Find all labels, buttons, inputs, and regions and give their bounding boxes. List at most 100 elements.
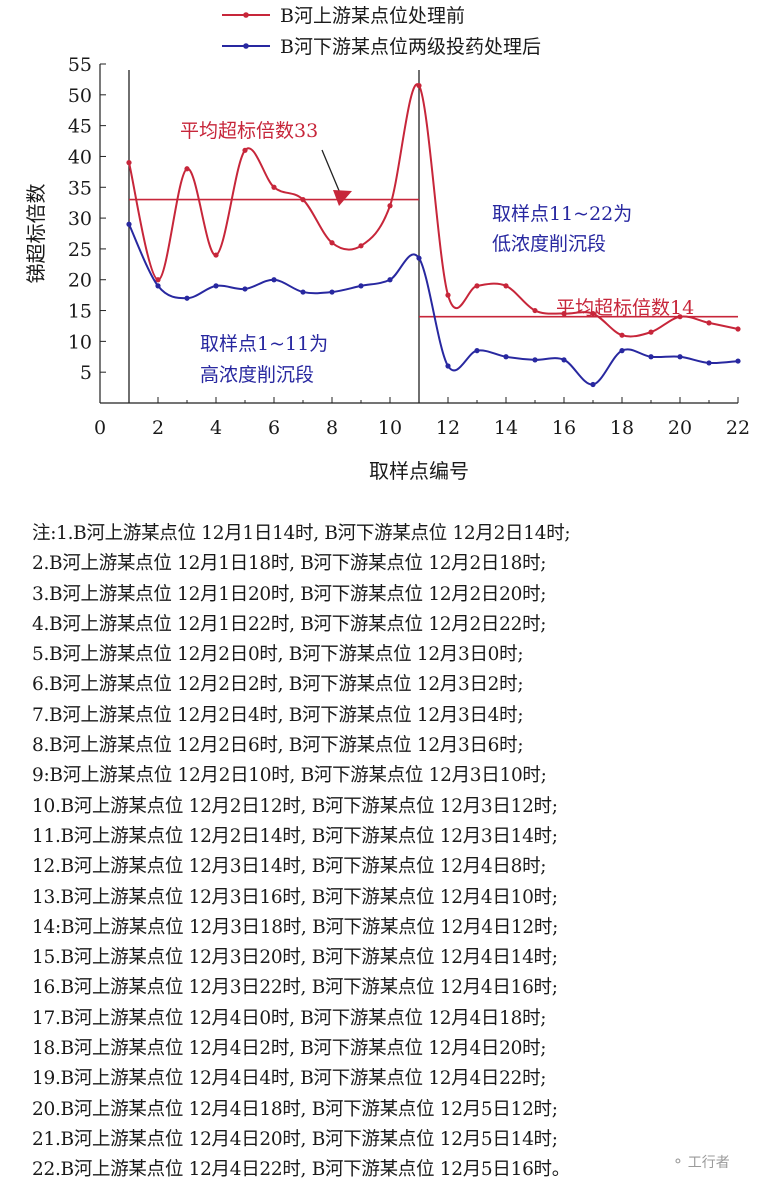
avg-low-label: 平均超标倍数14	[556, 297, 694, 319]
data-point	[329, 240, 335, 246]
note-line: 18.B河上游某点位 12月4日2时, B河下游某点位 12月4日20时;	[32, 1038, 547, 1060]
avg-high-label: 平均超标倍数33	[180, 120, 318, 142]
y-tick-label: 30	[68, 208, 92, 230]
data-point	[648, 354, 654, 360]
y-tick-label: 45	[68, 116, 92, 138]
note-line: 14:B河上游某点位 12月3日18时, B河下游某点位 12月4日12时;	[32, 916, 559, 938]
series-group	[126, 82, 741, 388]
data-point	[242, 286, 248, 292]
data-point	[648, 329, 654, 335]
legend-marker	[243, 12, 249, 18]
note-line: 5.B河上游某点位 12月2日0时, B河下游某点位 12月3日0时;	[32, 644, 524, 666]
note-line: 2.B河上游某点位 12月1日18时, B河下游某点位 12月2日18时;	[32, 553, 547, 575]
data-point	[590, 311, 596, 317]
series-line-2	[128, 223, 739, 386]
x-tick-label: 4	[210, 417, 222, 439]
x-tick-label: 6	[268, 417, 280, 439]
y-tick-label: 15	[68, 301, 92, 323]
x-tick-label: 10	[378, 417, 402, 439]
data-point	[677, 314, 683, 320]
data-point	[242, 147, 248, 153]
data-point	[126, 221, 132, 227]
note-line: 15.B河上游某点位 12月3日20时, B河下游某点位 12月4日14时;	[32, 947, 558, 969]
data-point	[706, 360, 712, 366]
data-point	[387, 203, 393, 209]
x-tick-label: 20	[668, 417, 692, 439]
watermark: ⚬ 工行者	[672, 1152, 730, 1172]
data-point	[677, 354, 683, 360]
watermark-text: 工行者	[687, 1155, 730, 1171]
seg-high-label-2: 高浓度削沉段	[200, 364, 314, 386]
y-tick-label: 40	[68, 146, 92, 168]
data-point	[590, 381, 596, 388]
data-point	[213, 283, 219, 289]
seg-high-label-1: 取样点1~11为	[200, 333, 328, 355]
data-point	[474, 348, 480, 354]
data-point	[561, 311, 567, 317]
y-axis-title: 锑超标倍数	[24, 184, 48, 284]
data-point	[213, 252, 219, 258]
data-point	[503, 283, 509, 289]
data-point	[503, 354, 509, 360]
data-point	[300, 289, 306, 295]
data-point	[271, 277, 277, 283]
seg-low-label-1: 取样点11~22为	[492, 203, 632, 225]
data-point	[416, 255, 422, 261]
note-line: 20.B河上游某点位 12月4日18时, B河下游某点位 12月5日12时;	[32, 1098, 558, 1120]
data-point	[300, 197, 306, 203]
data-point	[445, 292, 451, 298]
data-point	[271, 184, 277, 190]
note-line: 10.B河上游某点位 12月2日12时, B河下游某点位 12月3日12时;	[32, 795, 558, 817]
y-tick-label: 35	[68, 177, 92, 199]
legend: B河上游某点位处理前 B河下游某点位两级投药处理后	[222, 5, 541, 58]
note-line: 19.B河上游某点位 12月4日4时, B河下游某点位 12月4日22时;	[32, 1068, 547, 1090]
x-tick-label: 2	[152, 417, 164, 439]
data-point	[561, 357, 567, 363]
y-tick-label: 50	[68, 85, 92, 107]
data-point	[735, 358, 741, 364]
avg-high-arrow-shaft	[321, 149, 341, 194]
x-tick-label: 12	[436, 417, 460, 439]
data-point	[532, 307, 538, 314]
y-tick-label: 5	[80, 362, 92, 384]
data-point	[416, 82, 422, 89]
x-tick-label: 0	[94, 417, 106, 439]
data-point	[619, 348, 625, 354]
note-line: 16.B河上游某点位 12月3日22时, B河下游某点位 12月4日16时;	[32, 977, 558, 999]
y-tick-label: 55	[68, 54, 92, 76]
x-tick-label: 18	[610, 417, 634, 439]
data-point	[126, 160, 132, 166]
x-tick-label: 14	[494, 417, 518, 439]
note-line: 9:B河上游某点位 12月2日10时, B河下游某点位 12月3日10时;	[32, 765, 547, 787]
note-line: 6.B河上游某点位 12月2日2时, B河下游某点位 12月3日2时;	[32, 674, 524, 696]
legend-label: B河上游某点位处理前	[280, 5, 465, 27]
note-line: 11.B河上游某点位 12月2日14时, B河下游某点位 12月3日14时;	[32, 825, 558, 847]
x-axis-title: 取样点编号	[369, 459, 469, 483]
wechat-icon: ⚬	[672, 1154, 684, 1170]
x-tick-label: 8	[326, 417, 338, 439]
legend-marker	[243, 43, 249, 49]
y-tick-label: 25	[68, 239, 92, 261]
data-point	[155, 283, 161, 289]
data-point	[474, 283, 480, 289]
data-point	[329, 289, 335, 295]
data-point	[387, 277, 393, 283]
data-point	[445, 363, 451, 369]
note-line: 13.B河上游某点位 12月3日16时, B河下游某点位 12月4日10时;	[32, 886, 558, 908]
note-line: 4.B河上游某点位 12月1日22时, B河下游某点位 12月2日22时;	[32, 613, 547, 635]
data-point	[619, 332, 625, 338]
data-point	[184, 166, 190, 172]
y-tick-label: 10	[68, 331, 92, 353]
data-point	[358, 243, 364, 249]
seg-low-label-2: 低浓度削沉段	[492, 233, 606, 255]
data-point	[706, 320, 712, 326]
axes: 5 10 15 20 25 30 35 40 45 50 55 0 2 4 6 8 10 12 14 16 18 20 22…	[24, 54, 750, 483]
legend-label: B河下游某点位两级投药处理后	[280, 36, 541, 58]
note-line: 3.B河上游某点位 12月1日20时, B河下游某点位 12月2日20时;	[32, 583, 547, 605]
data-point	[358, 283, 364, 289]
notes: 注:1.B河上游某点位 12月1日14时, B河下游某点位 12月2日14时; 2…	[32, 519, 768, 1186]
data-point	[155, 277, 161, 283]
note-line: 8.B河上游某点位 12月2日6时, B河下游某点位 12月3日6时;	[32, 735, 524, 757]
